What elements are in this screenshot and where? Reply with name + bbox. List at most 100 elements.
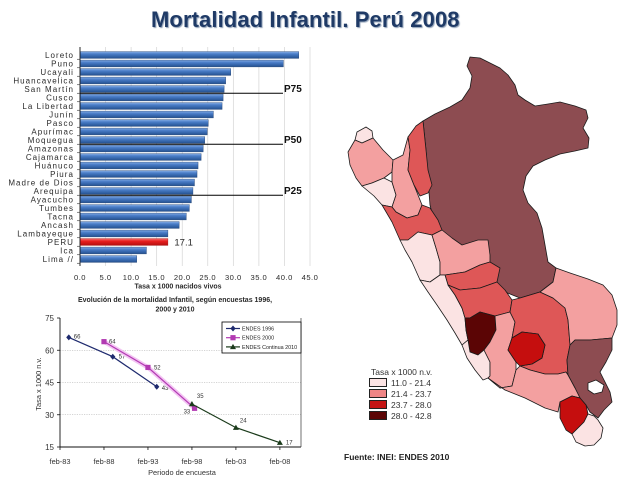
bar-chart: 0.0 5.0 10.0 15.0 20.0 25.0 30.0 35.0 40.0 45.0 Lo… xyxy=(8,47,318,291)
bar-category-label: Arequipa xyxy=(34,187,74,196)
bar xyxy=(80,161,199,170)
legend-entry-label: ENDES 1996 xyxy=(242,327,274,333)
line-x-axis-title: Periodo de encuesta xyxy=(148,468,217,477)
line-point-marker xyxy=(276,439,283,445)
line-point-marker xyxy=(188,401,195,407)
line-chart: Evolución de la mortalidad Infantil, seg… xyxy=(34,297,302,477)
line-point-marker xyxy=(101,339,107,345)
map-legend-item: 28.0 - 42.8 xyxy=(369,410,459,421)
line-point-marker xyxy=(145,364,151,371)
bar-category-label: Huancavelica xyxy=(13,76,74,85)
bar-x-tick-label: 5.0 xyxy=(100,273,112,282)
legend-entry-label: ENDES 2000 xyxy=(242,336,274,342)
bar xyxy=(80,68,231,76)
bar-category-label: La Libertad xyxy=(22,102,74,111)
line-point-label: 17 xyxy=(286,441,293,447)
bar xyxy=(80,212,187,221)
bar-category-label: Ayacucho xyxy=(31,195,74,204)
bar-category-label: Ancash xyxy=(41,221,74,230)
bar xyxy=(80,246,147,255)
bar xyxy=(80,119,209,127)
bar-category-label: Junín xyxy=(49,110,74,119)
line-x-tick-label: feb-98 xyxy=(181,457,202,466)
line-x-tick-label: feb-93 xyxy=(137,457,158,466)
bar xyxy=(80,153,202,161)
bar xyxy=(80,127,208,136)
legend-label: 11.0 - 21.4 xyxy=(391,377,432,388)
legend-marker xyxy=(230,335,236,341)
bar-category-label: Huánuco xyxy=(35,161,74,170)
line-point-label: 35 xyxy=(197,394,204,400)
bar xyxy=(80,59,284,68)
line-y-axis-title: Tasa x 1000 n.v. xyxy=(34,357,43,410)
bar-highlight xyxy=(80,238,169,246)
legend-entry-label: ENDES Continua 2010 xyxy=(242,345,297,351)
bar-category-label: Madre de Dios xyxy=(8,178,74,187)
line-x-tick-label: feb-08 xyxy=(269,457,290,466)
map-region-madre-de-dios xyxy=(539,267,618,346)
line-point-label: 24 xyxy=(240,419,247,425)
line-point-label: 52 xyxy=(154,365,161,371)
bar xyxy=(80,195,192,204)
bar xyxy=(80,102,223,110)
percentile-label: P50 xyxy=(284,135,302,146)
line-point-label: 64 xyxy=(109,340,116,346)
bar xyxy=(80,76,226,85)
bar-x-tick-label: 35.0 xyxy=(250,273,267,282)
line-point-label: 43 xyxy=(162,386,169,392)
bar-category-label: PERU xyxy=(48,238,74,247)
bar-category-label: Puno xyxy=(51,59,74,68)
bar-category-label: Cusco xyxy=(46,93,74,102)
bar-x-tick-label: 40.0 xyxy=(276,273,293,282)
line-chart-title: 2000 y 2010 xyxy=(156,307,195,314)
line-series-path xyxy=(191,403,281,444)
bar-x-tick-label: 10.0 xyxy=(123,273,140,282)
line-chart-title: Evolución de la mortalidad Infantil, seg… xyxy=(78,297,272,304)
line-x-tick-label: feb-03 xyxy=(225,457,246,466)
bar xyxy=(80,85,225,93)
bar-category-label: Lambayeque xyxy=(17,229,74,238)
bar xyxy=(80,204,190,212)
map-legend-item: 23.7 - 28.0 xyxy=(369,399,459,410)
bar-category-label: Pasco xyxy=(47,119,74,128)
line-point-marker xyxy=(232,424,239,430)
line-series: 64 52 33 xyxy=(101,339,198,415)
line-point-marker xyxy=(191,405,198,411)
bar-x-tick-label: 45.0 xyxy=(302,273,319,282)
line-point-marker xyxy=(110,353,116,360)
legend-marker xyxy=(230,343,236,350)
bar xyxy=(80,255,137,263)
bar-highlight-value-label: 17.1 xyxy=(174,237,193,248)
line-y-tick-label: 30 xyxy=(45,411,54,420)
bar xyxy=(80,170,198,178)
bar-category-label: Tacna xyxy=(47,212,74,221)
map-region-amazonas xyxy=(407,120,433,197)
bar-category-label: Amazonas xyxy=(28,144,74,153)
line-x-tick-label: feb-83 xyxy=(50,457,71,466)
bar xyxy=(80,136,205,144)
legend-swatch xyxy=(369,389,387,398)
map-lake-titicaca xyxy=(587,379,605,395)
line-chart-legend: ENDES 1996 ENDES 2000 ENDES Continua 2010 xyxy=(221,321,302,354)
map-legend-item: 21.4 - 23.7 xyxy=(369,388,459,399)
bar xyxy=(80,229,169,238)
source-note: Fuente: INEI: ENDES 2010 xyxy=(344,452,450,462)
bar-x-tick-label: 20.0 xyxy=(174,273,191,282)
bar-category-label: Loreto xyxy=(45,51,74,60)
line-point-marker xyxy=(154,383,160,390)
bar xyxy=(80,221,180,229)
bar-category-label: Moquegua xyxy=(28,136,74,145)
peru-map xyxy=(347,56,618,447)
bar-x-tick-label: 15.0 xyxy=(148,273,165,282)
bar-category-label: Piura xyxy=(50,170,74,179)
line-y-tick-label: 60 xyxy=(45,346,54,355)
bar xyxy=(80,187,194,195)
bar-x-tick-label: 30.0 xyxy=(225,273,242,282)
line-series-glow xyxy=(101,339,197,411)
legend-swatch xyxy=(369,411,387,420)
percentile-label: P25 xyxy=(284,186,302,197)
line-point-label: 57 xyxy=(119,355,126,361)
line-x-tick-label: feb-88 xyxy=(93,457,114,466)
line-series: 66 57 43 xyxy=(66,334,169,392)
legend-label: 23.7 - 28.0 xyxy=(391,399,432,410)
